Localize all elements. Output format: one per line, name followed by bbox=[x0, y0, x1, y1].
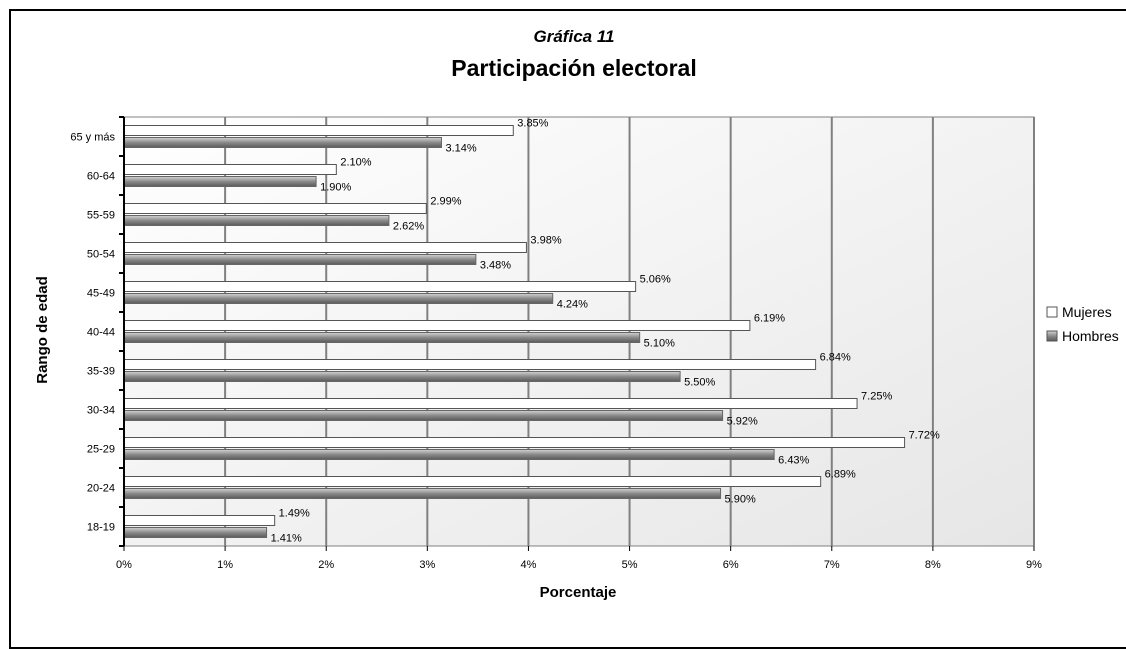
bar-mujeres bbox=[123, 398, 858, 409]
data-label-hombres: 5.10% bbox=[644, 338, 675, 350]
bars bbox=[123, 125, 906, 538]
data-label-mujeres: 3.98% bbox=[530, 235, 561, 247]
y-tick-label: 35-39 bbox=[87, 366, 115, 378]
bar-mujeres bbox=[123, 242, 527, 253]
x-axis-title: Porcentaje bbox=[540, 584, 617, 601]
x-tick-label: 0% bbox=[116, 559, 132, 571]
y-tick-label: 50-54 bbox=[87, 249, 115, 261]
bar-hombres bbox=[123, 332, 641, 343]
data-label-hombres: 3.48% bbox=[480, 260, 511, 272]
bar-hombres bbox=[123, 527, 268, 538]
data-label-hombres: 5.90% bbox=[725, 494, 756, 506]
chart-title: Participación electoral bbox=[451, 55, 696, 81]
data-label-mujeres: 3.85% bbox=[517, 118, 548, 130]
x-tick-label: 3% bbox=[419, 559, 435, 571]
x-tick-label: 9% bbox=[1026, 559, 1042, 571]
data-label-hombres: 3.14% bbox=[445, 143, 476, 155]
bar-mujeres bbox=[123, 359, 817, 370]
bar-chart: Gráfica 11 Participación electoral 0% 1% 2… bbox=[34, 27, 1119, 601]
legend-swatch-hombres bbox=[1046, 330, 1058, 342]
bar-hombres bbox=[123, 488, 722, 499]
data-label-mujeres: 5.06% bbox=[640, 274, 671, 286]
y-tick-label: 45-49 bbox=[87, 288, 115, 300]
bar-hombres bbox=[123, 293, 554, 304]
x-tick-label: 2% bbox=[318, 559, 334, 571]
data-label-hombres: 4.24% bbox=[557, 299, 588, 311]
legend-swatch-mujeres bbox=[1046, 306, 1058, 318]
data-label-mujeres: 2.99% bbox=[430, 196, 461, 208]
legend: Mujeres Hombres bbox=[1046, 304, 1119, 344]
data-label-hombres: 5.92% bbox=[727, 416, 758, 428]
data-label-mujeres: 1.49% bbox=[279, 508, 310, 520]
data-label-mujeres: 7.72% bbox=[909, 430, 940, 442]
x-tick-label: 4% bbox=[520, 559, 536, 571]
y-tick-label: 65 y más bbox=[70, 132, 115, 144]
y-tick-label: 25-29 bbox=[87, 444, 115, 456]
axes: 0% 1% 2% 3% 4% 5% 6% 7% 8% 9% 18-19 20-24 25-29 30-34… bbox=[70, 116, 1042, 571]
legend-label-hombres: Hombres bbox=[1062, 328, 1119, 344]
x-tick-label: 7% bbox=[824, 559, 840, 571]
bar-hombres bbox=[123, 371, 681, 382]
y-tick-label: 40-44 bbox=[87, 327, 115, 339]
data-label-mujeres: 2.10% bbox=[340, 157, 371, 169]
legend-label-mujeres: Mujeres bbox=[1062, 304, 1112, 320]
data-label-mujeres: 6.19% bbox=[754, 313, 785, 325]
bar-mujeres bbox=[123, 476, 822, 487]
bar-hombres bbox=[123, 449, 775, 460]
y-tick-label: 55-59 bbox=[87, 210, 115, 222]
bar-mujeres bbox=[123, 164, 337, 175]
bar-hombres bbox=[123, 410, 724, 421]
bar-hombres bbox=[123, 254, 477, 265]
y-tick-label: 18-19 bbox=[87, 522, 115, 534]
data-label-hombres: 2.62% bbox=[393, 221, 424, 233]
y-tick-label: 60-64 bbox=[87, 171, 115, 183]
x-tick-label: 1% bbox=[217, 559, 233, 571]
data-label-mujeres: 6.84% bbox=[820, 352, 851, 364]
x-tick-label: 5% bbox=[622, 559, 638, 571]
data-label-mujeres: 7.25% bbox=[861, 391, 892, 403]
bar-mujeres bbox=[123, 515, 276, 526]
data-labels: 1.49% 1.41% 6.89% 5.90% 7.72% 6.43% 7.25% 5.92%… bbox=[271, 118, 940, 545]
x-tick-label: 6% bbox=[723, 559, 739, 571]
data-label-hombres: 6.43% bbox=[778, 455, 809, 467]
bar-mujeres bbox=[123, 320, 751, 331]
bar-hombres bbox=[123, 176, 317, 187]
bar-mujeres bbox=[123, 125, 514, 136]
y-axis-title: Rango de edad bbox=[34, 276, 51, 384]
bar-hombres bbox=[123, 215, 390, 226]
data-label-hombres: 5.50% bbox=[684, 377, 715, 389]
y-tick-label: 30-34 bbox=[87, 405, 115, 417]
bar-hombres bbox=[123, 137, 442, 148]
data-label-mujeres: 6.89% bbox=[825, 469, 856, 481]
plot-area bbox=[123, 116, 1035, 547]
gridlines bbox=[224, 117, 1035, 546]
y-tick-label: 20-24 bbox=[87, 483, 115, 495]
data-label-hombres: 1.90% bbox=[320, 182, 351, 194]
bar-mujeres bbox=[123, 203, 427, 214]
data-label-hombres: 1.41% bbox=[271, 533, 302, 545]
x-tick-label: 8% bbox=[925, 559, 941, 571]
bar-mujeres bbox=[123, 281, 637, 292]
chart-subtitle: Gráfica 11 bbox=[534, 27, 615, 46]
bar-mujeres bbox=[123, 437, 906, 448]
